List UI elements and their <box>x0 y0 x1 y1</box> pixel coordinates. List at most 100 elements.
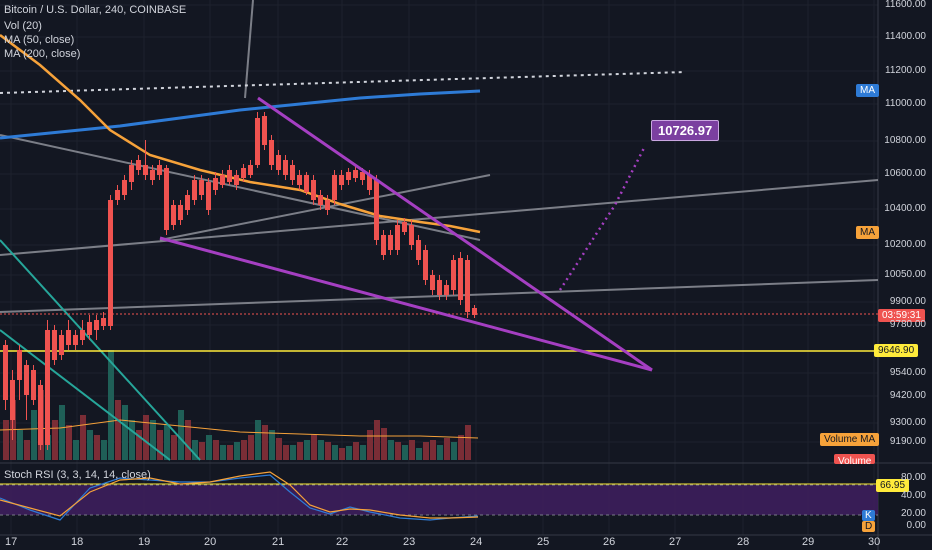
candle-body <box>129 165 134 182</box>
volume-bar <box>423 442 429 460</box>
candle-body <box>38 385 43 445</box>
price-tick-label: 11600.00 <box>885 0 926 10</box>
volume-bar <box>297 442 303 460</box>
candle-body <box>346 172 351 180</box>
ma50-line <box>0 34 481 234</box>
candle-body <box>234 175 239 185</box>
volume-bar <box>122 405 128 460</box>
volume-bar <box>73 440 79 460</box>
target-price-label[interactable]: 10726.97 <box>651 120 720 141</box>
candle-body <box>206 182 211 210</box>
time-tick-label: 25 <box>537 536 550 548</box>
candle-body <box>458 258 463 300</box>
stoch-k-line <box>0 474 479 521</box>
candle-body <box>220 175 225 185</box>
time-tick-label: 27 <box>669 536 682 548</box>
candle-body <box>227 170 232 182</box>
stoch-k-badge[interactable]: K <box>862 510 875 521</box>
indicator-volume[interactable]: Vol (20) <box>4 20 42 32</box>
volume-bar <box>108 350 114 460</box>
volume-bar <box>206 435 212 460</box>
candle-body <box>185 195 190 210</box>
candle-body <box>311 180 316 200</box>
candle-body <box>332 175 337 200</box>
price-tick-label: 9190.00 <box>889 436 926 447</box>
candle-body <box>213 178 218 190</box>
candle-body <box>297 175 302 185</box>
stoch-d-badge[interactable]: D <box>862 521 876 532</box>
symbol-title[interactable]: Bitcoin / U.S. Dollar, 240, COINBASE <box>4 4 187 16</box>
candle-body <box>164 168 169 230</box>
volume-bar <box>94 435 100 460</box>
volume-bar <box>262 425 268 460</box>
volume-bar <box>150 420 156 460</box>
candle-body <box>143 165 148 175</box>
ma200-line <box>0 89 481 140</box>
dotted-resistance-line <box>0 71 686 94</box>
wedge-upper-line <box>257 96 653 372</box>
time-tick-label: 22 <box>336 536 349 548</box>
candle-body <box>360 172 365 180</box>
candle-body <box>318 195 323 205</box>
volume-ma-tag: Volume MA <box>820 433 880 446</box>
trendline <box>244 0 254 99</box>
volume-bar <box>283 445 289 460</box>
candle-body <box>17 350 22 380</box>
volume-bar <box>31 410 37 460</box>
volume-bar <box>87 430 93 460</box>
volume-bar <box>192 440 198 460</box>
time-tick-label: 28 <box>737 536 750 548</box>
stoch-tick-label: 40.00 <box>900 490 926 501</box>
volume-bar <box>346 446 352 460</box>
candle-body <box>402 222 407 232</box>
volume-bar <box>59 405 65 460</box>
price-tick-label: 9420.00 <box>889 390 926 401</box>
time-tick-label: 24 <box>470 536 483 548</box>
candle-body <box>465 260 470 312</box>
candle-body <box>115 190 120 200</box>
volume-bar <box>276 438 282 460</box>
price-tick-label: 10050.00 <box>884 269 926 280</box>
ma200-price-tag: MA <box>856 84 879 97</box>
wedge-lower-line <box>159 236 653 372</box>
volume-bar <box>101 440 107 460</box>
volume-bar <box>416 448 422 460</box>
candle-body <box>10 380 15 420</box>
volume-bar <box>234 442 240 460</box>
stoch-tick-label: 20.00 <box>900 508 926 519</box>
candle-body <box>52 330 57 360</box>
volume-bar <box>143 415 149 460</box>
volume-bar <box>311 435 317 460</box>
candle-body <box>304 175 309 192</box>
volume-bar <box>290 445 296 460</box>
price-tick-label: 10800.00 <box>884 135 926 146</box>
candle-body <box>150 170 155 180</box>
volume-bar <box>24 440 30 460</box>
volume-bar <box>395 442 401 460</box>
candle-body <box>423 250 428 280</box>
trendline <box>0 134 481 241</box>
price-tick-label: 10600.00 <box>884 168 926 179</box>
volume-bar <box>115 400 121 460</box>
candle-body <box>24 365 29 395</box>
time-tick-label: 29 <box>802 536 815 548</box>
volume-bar <box>178 410 184 460</box>
candle-body <box>353 170 358 178</box>
stoch-rsi-title[interactable]: Stoch RSI (3, 3, 14, 14, close) <box>4 469 151 481</box>
price-tick-label: 9540.00 <box>889 367 926 378</box>
support-price-tag: 9646.90 <box>874 344 919 357</box>
volume-bar <box>52 420 58 460</box>
candle-body <box>325 200 330 210</box>
volume-bar <box>465 425 471 460</box>
candle-body <box>472 308 477 315</box>
indicator-ma200[interactable]: MA (200, close) <box>4 48 81 60</box>
indicator-ma50[interactable]: MA (50, close) <box>4 34 75 46</box>
candle-body <box>73 335 78 345</box>
candle-body <box>255 118 260 165</box>
volume-bar <box>430 440 436 460</box>
stoch-tick-label: 80.00 <box>900 472 926 483</box>
volume-bar <box>458 435 464 460</box>
candle-body <box>451 260 456 290</box>
candle-body <box>444 285 449 295</box>
